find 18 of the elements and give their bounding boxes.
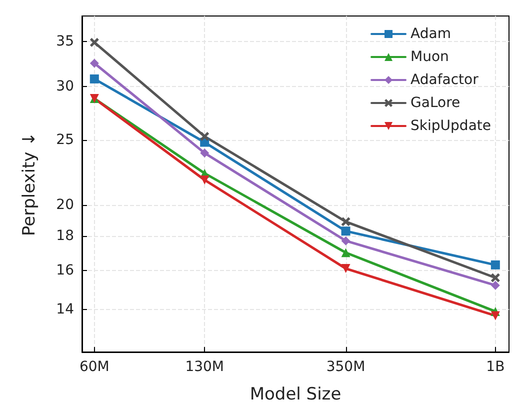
y-tick-label: 16 (56, 262, 74, 278)
x-tick-label: 1B (486, 359, 505, 375)
y-tick-label: 18 (56, 228, 74, 244)
x-tick-label: 60M (79, 359, 110, 375)
y-tick-label: 30 (56, 78, 74, 95)
y-axis-title: Perplexity ↓ (20, 132, 40, 236)
y-tick-label: 20 (56, 197, 74, 214)
x-tick-label: 350M (326, 359, 366, 375)
legend-label: SkipUpdate (410, 118, 492, 134)
x-axis-title: Model Size (250, 384, 342, 404)
x-tick-label: 130M (185, 359, 224, 375)
legend-label: GaLore (410, 95, 460, 111)
legend-label: Muon (410, 49, 449, 65)
legend-label: Adafactor (410, 72, 479, 88)
y-tick-label: 35 (56, 34, 74, 50)
legend-label: Adam (410, 26, 451, 42)
y-tick-label: 25 (56, 132, 74, 148)
y-tick-label: 14 (56, 301, 74, 318)
